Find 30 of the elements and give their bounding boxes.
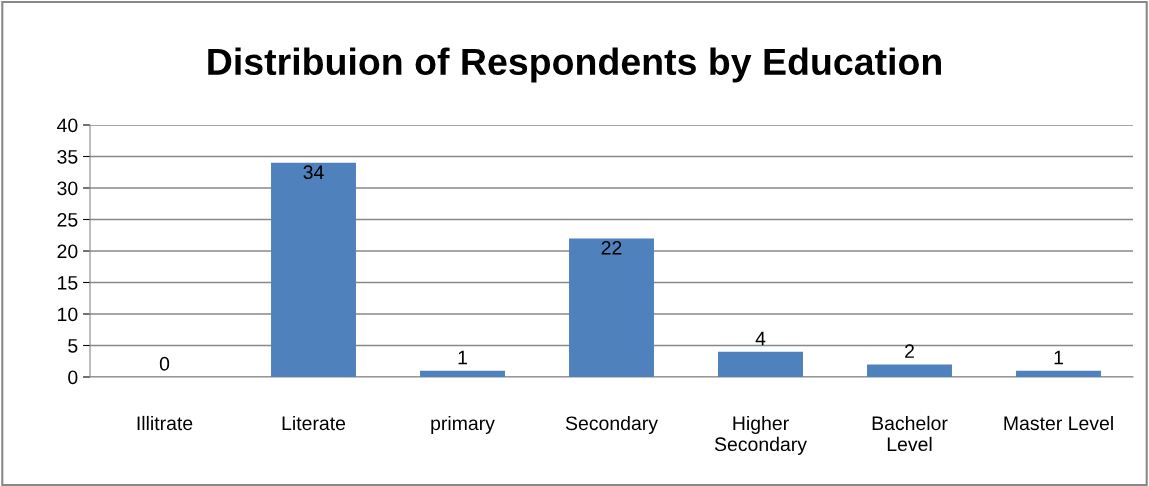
x-tick-label: Illitrate <box>137 415 193 431</box>
y-tick-label: 25 <box>57 212 78 227</box>
data-label: 1 <box>458 350 467 365</box>
bar <box>1016 370 1101 377</box>
y-tick-label: 40 <box>57 118 78 133</box>
data-label: 4 <box>755 331 766 346</box>
y-tick-label: 20 <box>57 244 78 259</box>
y-tick-label: 0 <box>68 370 78 385</box>
bar <box>718 351 803 377</box>
y-tick-label: 10 <box>58 307 78 322</box>
data-label: 0 <box>159 356 170 371</box>
x-tick-label: Secondary <box>565 415 658 435</box>
bar <box>867 364 952 377</box>
x-tick-label: Literate <box>282 415 346 431</box>
chart-title: Distribuion of Respondents by Education <box>208 47 941 83</box>
x-tick-label: Bachelor Level <box>872 415 948 452</box>
y-tick-label: 30 <box>57 181 78 196</box>
bar <box>420 370 505 377</box>
data-label: 22 <box>601 240 622 255</box>
x-tick-label: Master Level <box>1004 415 1113 431</box>
x-tick-label: primary <box>431 415 495 435</box>
y-tick-label: 35 <box>57 149 78 164</box>
data-label: 1 <box>1054 350 1063 365</box>
x-tick-label: Higher Secondary <box>714 415 807 455</box>
bar <box>569 238 654 377</box>
bar <box>271 162 356 377</box>
data-label: 34 <box>303 165 324 180</box>
data-label: 2 <box>905 344 914 358</box>
y-tick-label: 15 <box>58 276 78 290</box>
y-tick-label: 5 <box>68 339 78 353</box>
